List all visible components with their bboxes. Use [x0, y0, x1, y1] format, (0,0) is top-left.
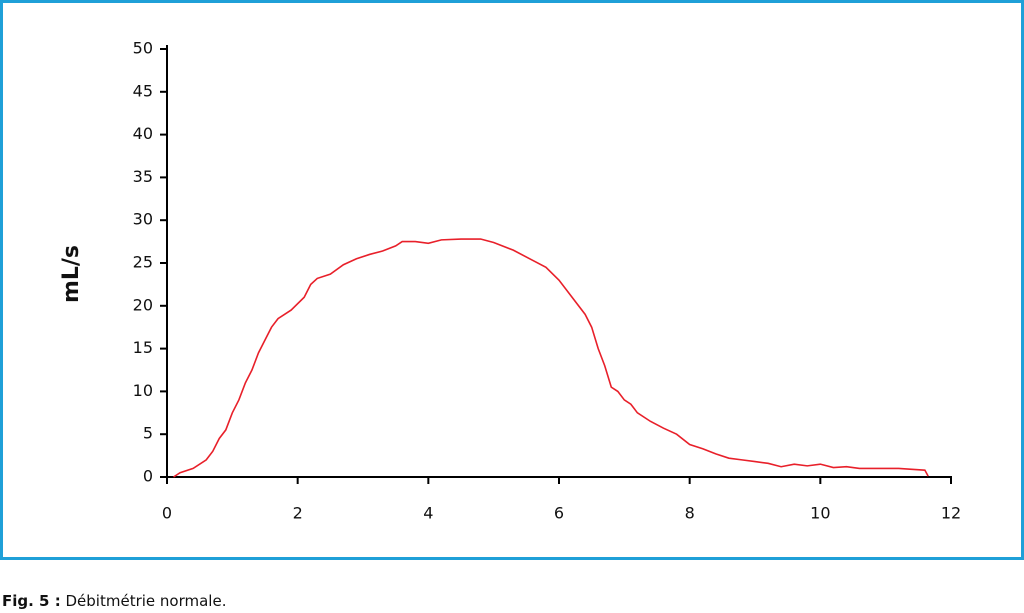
y-tick-label: 25 [133, 253, 153, 272]
line [173, 238, 929, 478]
y-tick-label: 5 [143, 424, 153, 443]
x-tick-label: 2 [293, 504, 303, 523]
x-tick-label: 6 [554, 504, 564, 523]
x-tick-label: 8 [685, 504, 695, 523]
y-axis-label: mL/s [59, 245, 84, 303]
y-tick-label: 20 [133, 295, 153, 314]
caption: Fig. 5 : Débitmétrie normale. [2, 592, 226, 610]
chart: mL/s 0 5 10 15 20 25 30 35 40 45 50 0 2 4 6 8 10 12 [0, 0, 1024, 560]
y-tick-label: 50 [133, 39, 153, 58]
y-tick-label: 0 [143, 467, 153, 486]
y-tick-label: 30 [133, 210, 153, 229]
x-tick-label: 12 [941, 504, 961, 523]
x-tick-label: 10 [810, 504, 830, 523]
y-tick-label: 15 [133, 338, 153, 357]
x-tick-label: 0 [162, 504, 172, 523]
x-tick-label: 4 [423, 504, 433, 523]
caption-label: Fig. 5 : [2, 592, 61, 610]
y-tick-label: 45 [133, 81, 153, 100]
y-tick-label: 10 [133, 381, 153, 400]
y-tick-label: 35 [133, 167, 153, 186]
caption-text: Débitmétrie normale. [65, 592, 227, 610]
y-tick-label: 40 [133, 124, 153, 143]
frame [0, 0, 1024, 560]
